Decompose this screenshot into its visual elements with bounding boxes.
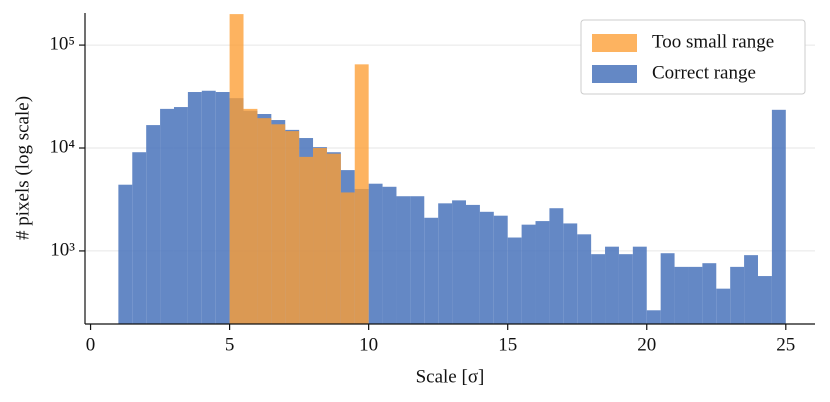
bar xyxy=(549,208,564,324)
y-axis-label: # pixels (log scale) xyxy=(12,96,33,240)
bar xyxy=(229,14,244,324)
x-tick-label: 15 xyxy=(498,334,517,355)
bar xyxy=(146,125,161,324)
bar xyxy=(605,246,619,324)
bar xyxy=(618,254,633,324)
bar xyxy=(744,255,758,324)
bar xyxy=(396,196,411,324)
bar xyxy=(187,92,202,324)
x-tick-label: 20 xyxy=(637,334,656,355)
bar xyxy=(688,266,703,324)
bars xyxy=(118,14,786,324)
bar xyxy=(368,183,383,324)
bar xyxy=(410,196,425,324)
bar xyxy=(354,64,369,324)
bar xyxy=(479,211,494,324)
x-tick-label: 25 xyxy=(776,334,795,355)
bar xyxy=(465,204,480,324)
bar xyxy=(632,246,647,324)
bar xyxy=(660,253,675,324)
bar xyxy=(340,192,355,324)
bar xyxy=(271,124,286,324)
legend-label: Correct range xyxy=(652,62,756,83)
bar xyxy=(132,152,147,324)
bar xyxy=(257,118,272,324)
bar xyxy=(535,221,550,324)
bar xyxy=(173,107,188,324)
y-tick-label: 10⁴ xyxy=(49,136,75,157)
legend: Too small range Correct range xyxy=(580,19,806,95)
legend-label: Too small range xyxy=(652,31,774,52)
bar xyxy=(313,148,327,324)
bar xyxy=(160,108,174,324)
bar xyxy=(452,200,466,324)
bar xyxy=(507,237,522,324)
bar xyxy=(563,223,578,324)
bar xyxy=(646,310,661,324)
bar xyxy=(757,276,772,324)
bar xyxy=(716,288,731,324)
bar xyxy=(730,266,745,324)
bar xyxy=(674,266,689,324)
bar xyxy=(382,186,397,324)
bar xyxy=(215,92,230,324)
x-tick-label: 5 xyxy=(225,334,235,355)
bar xyxy=(299,156,314,324)
bar xyxy=(438,203,453,324)
bar xyxy=(201,90,216,324)
bar xyxy=(702,263,717,324)
y-tick-label: 10⁵ xyxy=(49,33,75,54)
bar xyxy=(521,224,536,324)
bar xyxy=(243,108,258,324)
legend-swatch xyxy=(592,34,637,52)
x-tick-label: 10 xyxy=(359,334,378,355)
bar xyxy=(285,131,300,324)
legend-swatch xyxy=(592,65,637,83)
x-axis-label: Scale [σ] xyxy=(416,366,485,387)
bar xyxy=(424,217,439,324)
bar xyxy=(771,109,786,324)
bar xyxy=(493,215,508,324)
bar xyxy=(591,254,606,324)
bar xyxy=(577,234,592,324)
x-tick-label: 0 xyxy=(86,334,96,355)
bar xyxy=(326,153,341,324)
y-tick-label: 10³ xyxy=(50,239,75,260)
bar xyxy=(118,184,133,324)
